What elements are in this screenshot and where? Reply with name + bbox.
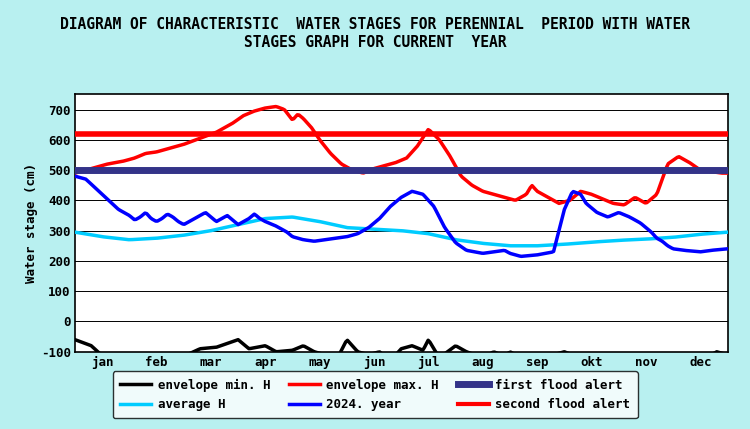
Legend: envelope min. H, average H, envelope max. H, 2024. year, first flood alert, seco: envelope min. H, average H, envelope max… [112, 371, 638, 418]
Text: DIAGRAM OF CHARACTERISTIC  WATER STAGES FOR PERENNIAL  PERIOD WITH WATER
STAGES : DIAGRAM OF CHARACTERISTIC WATER STAGES F… [60, 17, 690, 50]
Y-axis label: Water stage (cm): Water stage (cm) [25, 163, 38, 283]
